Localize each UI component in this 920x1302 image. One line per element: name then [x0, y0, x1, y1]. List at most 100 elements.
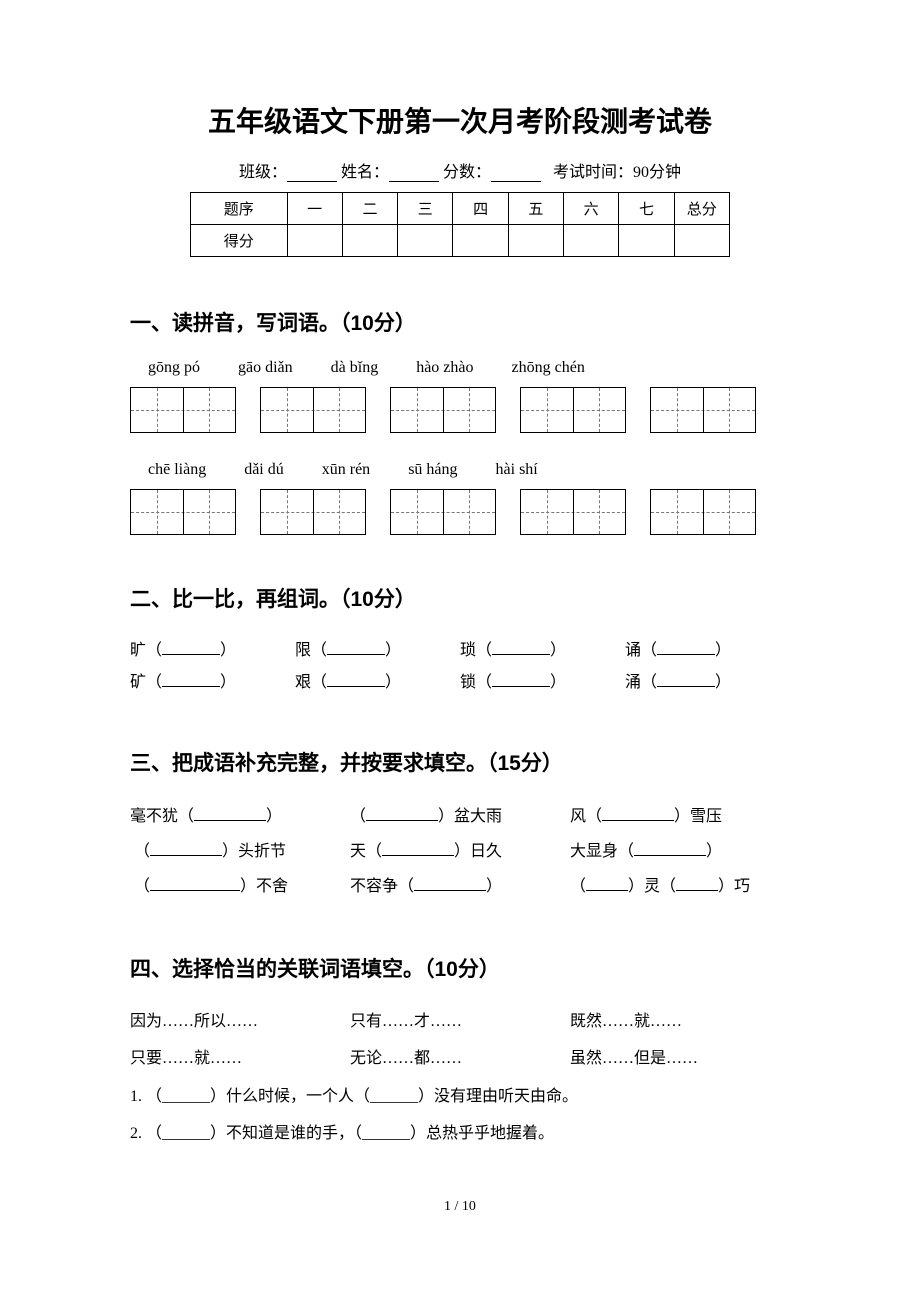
col-4: 四	[453, 193, 508, 225]
compare-item: 限（）	[295, 635, 460, 667]
header-label: 题序	[191, 193, 288, 225]
col-5: 五	[508, 193, 563, 225]
blank[interactable]	[382, 842, 454, 856]
class-blank[interactable]	[287, 166, 337, 182]
blank[interactable]	[366, 807, 438, 821]
idiom-item: （）灵（）巧	[570, 869, 790, 904]
exam-title: 五年级语文下册第一次月考阶段测考试卷	[130, 100, 790, 140]
char-box[interactable]	[390, 387, 496, 433]
char-box[interactable]	[390, 489, 496, 535]
class-label: 班级：	[239, 164, 287, 181]
compare-item: 琐（）	[460, 635, 625, 667]
blank[interactable]	[194, 807, 266, 821]
compare-item: 诵（）	[625, 635, 790, 667]
score-cell[interactable]	[508, 225, 563, 257]
score-blank[interactable]	[491, 166, 541, 182]
section-1: 一、读拼音，写词语。（10分） gōng pó gāo diǎn dà bǐng…	[130, 307, 790, 535]
char-box[interactable]	[650, 387, 756, 433]
idiom-item: 风（）雪压	[570, 799, 790, 834]
page-number: 1 / 10	[130, 1199, 790, 1215]
score-table: 题序 一 二 三 四 五 六 七 总分 得分	[190, 192, 730, 257]
section-4-title: 四、选择恰当的关联词语填空。（10分）	[130, 953, 790, 983]
compare-grid: 旷（） 限（） 琐（） 诵（） 矿（） 艰（） 锁（） 涌（）	[130, 635, 790, 699]
conjunction: 因为……所以……	[130, 1005, 350, 1039]
table-row: 得分	[191, 225, 730, 257]
info-line: 班级： 姓名： 分数： 考试时间：90分钟	[130, 158, 790, 182]
question-1: 1. （______）什么时候，一个人（______）没有理由听天由命。	[130, 1080, 790, 1114]
blank[interactable]	[162, 641, 220, 655]
blank[interactable]	[586, 877, 628, 891]
pinyin: dǎi dú	[244, 461, 284, 479]
score-cell[interactable]	[564, 225, 619, 257]
blank[interactable]	[162, 673, 220, 687]
section-2: 二、比一比，再组词。（10分） 旷（） 限（） 琐（） 诵（） 矿（） 艰（） …	[130, 583, 790, 699]
char-box[interactable]	[520, 489, 626, 535]
section-4: 四、选择恰当的关联词语填空。（10分） 因为……所以…… 只有……才…… 既然……	[130, 953, 790, 1151]
conj-row: 因为……所以…… 只有……才…… 既然……就……	[130, 1005, 790, 1039]
conjunction: 只要……就……	[130, 1042, 350, 1076]
name-label: 姓名：	[341, 164, 389, 181]
compare-item: 艰（）	[295, 667, 460, 699]
name-blank[interactable]	[389, 166, 439, 182]
char-box[interactable]	[520, 387, 626, 433]
blank[interactable]	[634, 842, 706, 856]
score-cell[interactable]	[342, 225, 397, 257]
blank[interactable]	[492, 641, 550, 655]
pinyin: xūn rén	[322, 461, 370, 479]
score-cell[interactable]	[453, 225, 508, 257]
pinyin: dà bǐng	[331, 359, 379, 377]
idiom-item: 大显身（）	[570, 834, 790, 869]
blank[interactable]	[150, 877, 240, 891]
conj-row: 只要……就…… 无论……都…… 虽然……但是……	[130, 1042, 790, 1076]
blank[interactable]	[327, 641, 385, 655]
char-box[interactable]	[130, 489, 236, 535]
question-2: 2. （______）不知道是谁的手，（______）总热乎乎地握着。	[130, 1117, 790, 1151]
section-3-title: 三、把成语补充完整，并按要求填空。（15分）	[130, 747, 790, 777]
col-2: 二	[342, 193, 397, 225]
char-box[interactable]	[260, 387, 366, 433]
conjunction: 既然……就……	[570, 1005, 790, 1039]
idiom-item: （）不舍	[130, 869, 350, 904]
time-label: 考试时间：90分钟	[553, 164, 681, 181]
conjunction: 无论……都……	[350, 1042, 570, 1076]
section-3: 三、把成语补充完整，并按要求填空。（15分） 毫不犹（） （）盆大雨 风（）雪压…	[130, 747, 790, 905]
char-box[interactable]	[260, 489, 366, 535]
conjunction-list: 因为……所以…… 只有……才…… 既然……就…… 只要……就…… 无论……都………	[130, 1005, 790, 1151]
blank[interactable]	[492, 673, 550, 687]
score-cell[interactable]	[287, 225, 342, 257]
score-cell[interactable]	[398, 225, 453, 257]
compare-item: 矿（）	[130, 667, 295, 699]
pinyin-row-2: chē liàng dǎi dú xūn rén sū háng hài shí	[130, 461, 790, 479]
idiom-item: （）盆大雨	[350, 799, 570, 834]
blank[interactable]	[602, 807, 674, 821]
col-3: 三	[398, 193, 453, 225]
table-row: 题序 一 二 三 四 五 六 七 总分	[191, 193, 730, 225]
answer-box-row	[130, 387, 790, 433]
score-cell[interactable]	[619, 225, 674, 257]
idiom-item: 毫不犹（）	[130, 799, 350, 834]
col-total: 总分	[674, 193, 729, 225]
blank[interactable]	[676, 877, 718, 891]
conjunction: 虽然……但是……	[570, 1042, 790, 1076]
pinyin: hào zhào	[416, 359, 473, 377]
idiom-item: 不容争（）	[350, 869, 570, 904]
blank[interactable]	[657, 673, 715, 687]
row-label: 得分	[191, 225, 288, 257]
blank[interactable]	[657, 641, 715, 655]
pinyin: gāo diǎn	[238, 359, 293, 377]
answer-box-row	[130, 489, 790, 535]
blank[interactable]	[150, 842, 222, 856]
blank[interactable]	[414, 877, 486, 891]
char-box[interactable]	[130, 387, 236, 433]
col-7: 七	[619, 193, 674, 225]
pinyin-row-1: gōng pó gāo diǎn dà bǐng hào zhào zhōng …	[130, 359, 790, 377]
idiom-grid: 毫不犹（） （）盆大雨 风（）雪压 （）头折节 天（）日久 大显身（） （）不舍…	[130, 799, 790, 905]
blank[interactable]	[327, 673, 385, 687]
col-1: 一	[287, 193, 342, 225]
conjunction: 只有……才……	[350, 1005, 570, 1039]
score-cell[interactable]	[674, 225, 729, 257]
idiom-item: （）头折节	[130, 834, 350, 869]
compare-item: 锁（）	[460, 667, 625, 699]
char-box[interactable]	[650, 489, 756, 535]
score-label: 分数：	[443, 164, 491, 181]
